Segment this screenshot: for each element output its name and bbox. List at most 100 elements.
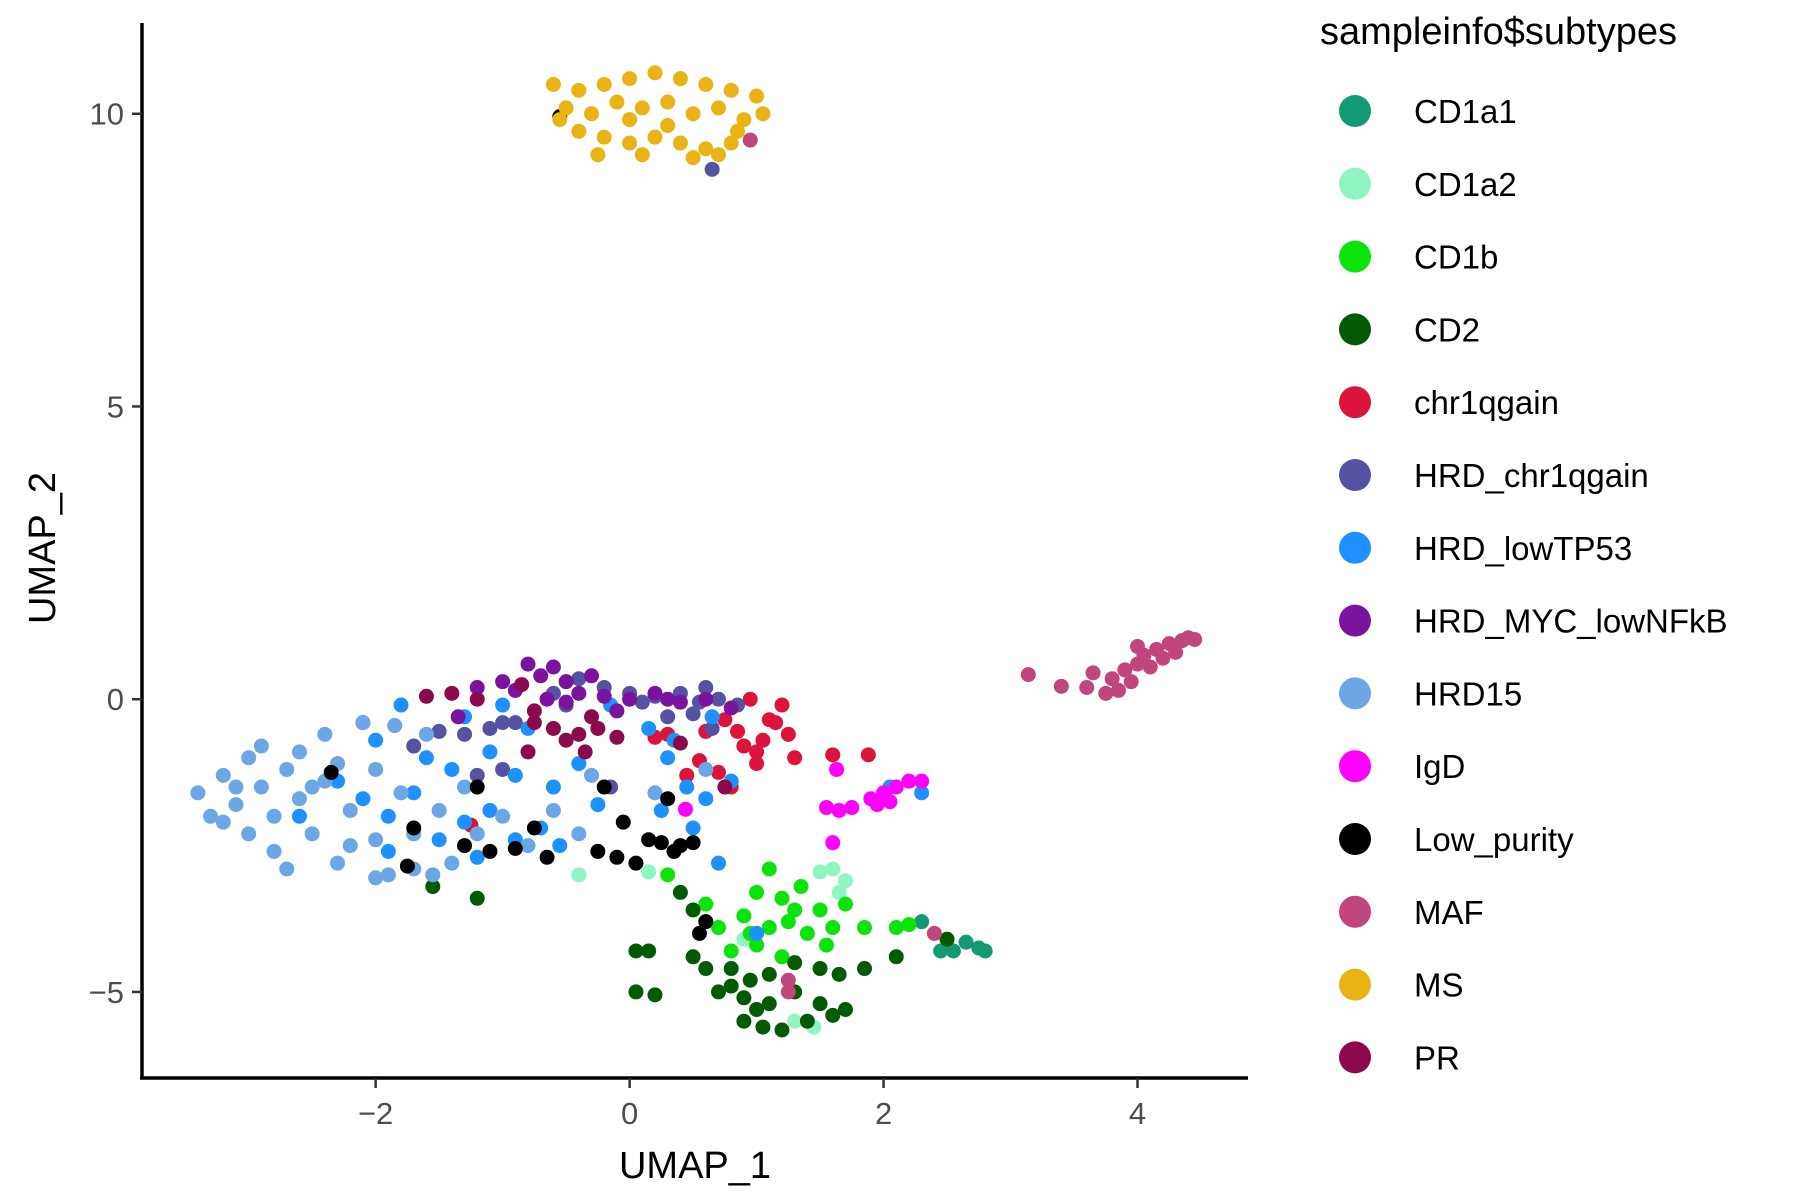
point-PR-13 (672, 735, 688, 751)
y-ticks: −5 0 5 10 (89, 97, 142, 1010)
point-IgD-12 (677, 801, 693, 817)
points-layer (190, 65, 1203, 1038)
point-HRD15-4 (241, 826, 257, 842)
point-HRD_chr1qgain-18 (660, 709, 676, 725)
legend-label: chr1qgain (1414, 384, 1559, 421)
legend-label: PR (1414, 1039, 1460, 1076)
legend: sampleinfo$subtypes CD1a1 CD1a2 CD1b CD2 chr… (1320, 11, 1728, 1076)
point-HRD15-15 (330, 855, 346, 871)
y-axis-label: UMAP_2 (22, 472, 64, 624)
point-HRD15-18 (368, 761, 384, 777)
point-HRD_lowTP53-30 (685, 820, 701, 836)
legend-label: CD1b (1414, 239, 1498, 276)
point-CD1a2-1 (641, 864, 657, 880)
point-HRD_MYC_lowNFkB-8 (584, 668, 600, 684)
point-MS-14 (685, 106, 701, 122)
point-HRD_lowTP53-4 (641, 720, 657, 736)
point-MS-4 (647, 65, 663, 81)
point-HRD15-11 (291, 791, 307, 807)
point-IgD-11 (882, 794, 898, 810)
point-HRD_lowTP53-20 (482, 802, 498, 818)
point-Low_purity-5 (507, 840, 523, 856)
legend-item-HRD_MYC_lowNFkB: HRD_MYC_lowNFkB (1339, 603, 1728, 640)
point-HRD_lowTP53-9 (444, 761, 460, 777)
y-tick-label: −5 (89, 975, 124, 1010)
point-CD2-20 (755, 1019, 771, 1035)
point-MS-9 (558, 100, 574, 116)
point-chr1qgain-6 (749, 744, 765, 760)
point-HRD_chr1qgain-15 (469, 767, 485, 783)
legend-label: Low_purity (1414, 821, 1574, 858)
point-PR-3 (514, 677, 530, 693)
point-HRD15-23 (418, 726, 434, 742)
point-HRD_MYC_lowNFkB-1 (495, 674, 511, 690)
point-CD1b-19 (818, 937, 834, 953)
legend-key (1339, 313, 1371, 346)
point-HRD_lowTP53-17 (406, 785, 422, 801)
legend-key (1339, 240, 1371, 273)
point-MAF-4 (1098, 685, 1114, 701)
point-MS-26 (634, 147, 650, 163)
point-HRD_lowTP53-11 (507, 767, 523, 783)
point-MAF-5 (1104, 671, 1120, 687)
legend-key (1339, 95, 1371, 127)
legend-item-IgD: IgD (1339, 748, 1465, 785)
point-MAF-20 (926, 925, 942, 941)
point-IgD-7 (901, 773, 917, 789)
point-HRD_MYC_lowNFkB-15 (539, 691, 555, 707)
point-HRD_MYC_lowNFkB-2 (520, 656, 536, 672)
point-MS-24 (723, 135, 739, 151)
point-Low_purity-7 (590, 843, 606, 859)
point-PR-14 (717, 779, 733, 795)
point-CD2-24 (672, 884, 688, 900)
point-HRD_lowTP53-16 (380, 808, 396, 824)
point-CD2-28 (425, 879, 441, 895)
legend-label: MS (1414, 967, 1464, 1004)
point-MAF-14 (1168, 644, 1184, 660)
point-MS-29 (552, 112, 568, 128)
point-HRD15-36 (253, 738, 269, 754)
x-tick-label: 4 (1129, 1096, 1146, 1131)
point-chr1qgain-5 (736, 738, 752, 754)
point-CD2-26 (888, 949, 904, 965)
point-MAF-0 (1020, 667, 1036, 683)
point-MAF-17 (1187, 631, 1203, 647)
point-HRD_lowTP53-37 (914, 785, 930, 801)
point-HRD_lowTP53-13 (571, 756, 587, 772)
point-CD1b-18 (698, 896, 714, 912)
point-HRD15-26 (457, 779, 473, 795)
point-CD2-10 (812, 961, 828, 977)
point-HRD15-31 (571, 826, 587, 842)
point-HRD15-27 (469, 826, 485, 842)
point-MS-28 (710, 147, 726, 163)
point-MS-1 (571, 82, 587, 98)
point-PR-5 (545, 720, 561, 736)
point-CD2-31 (723, 978, 739, 994)
point-MAF-10 (1142, 659, 1158, 675)
point-Low_purity-2 (399, 858, 415, 874)
point-chr1qgain-21 (749, 756, 765, 772)
legend-label: HRD_chr1qgain (1414, 457, 1649, 494)
point-CD1b-0 (761, 861, 777, 877)
point-HRD15-39 (228, 779, 244, 795)
point-MS-23 (698, 141, 714, 157)
point-HRD_lowTP53-12 (545, 779, 561, 795)
legend-title: sampleinfo$subtypes (1320, 11, 1677, 53)
point-HRD_lowTP53-27 (679, 779, 695, 795)
point-MAF-6 (1117, 662, 1133, 678)
point-Low_purity-13 (685, 835, 701, 851)
point-HRD_lowTP53-25 (590, 797, 606, 813)
point-CD2-15 (761, 996, 777, 1012)
point-CD1b-7 (736, 908, 752, 924)
point-PR-0 (418, 688, 434, 704)
point-PR-12 (584, 709, 600, 725)
point-MAF-7 (1123, 674, 1139, 690)
legend-item-Low_purity: Low_purity (1339, 821, 1574, 858)
point-MAF-12 (1155, 650, 1171, 666)
y-tick-label: 10 (90, 97, 124, 132)
point-IgD-10 (825, 835, 841, 851)
point-Low_purity-17 (691, 925, 707, 941)
point-HRD_MYC_lowNFkB-16 (558, 694, 574, 710)
legend-item-PR: PR (1339, 1039, 1460, 1076)
point-IgD-9 (869, 797, 885, 813)
